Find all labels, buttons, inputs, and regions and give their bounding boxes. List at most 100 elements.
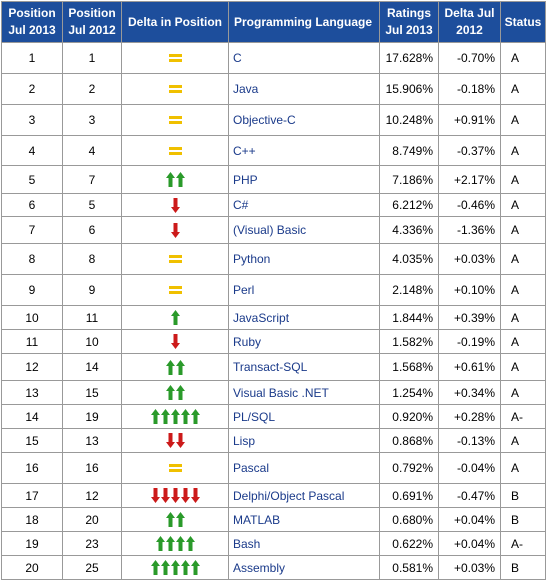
language-link[interactable]: Java	[228, 73, 380, 105]
arrow-down-icon	[170, 334, 180, 350]
status-cell: A	[500, 428, 546, 453]
language-link[interactable]: JavaScript	[228, 305, 380, 330]
header-delta-rating[interactable]: Delta Jul 2012	[438, 1, 501, 43]
delta-position-cell	[121, 216, 229, 244]
language-link[interactable]: Lisp	[228, 428, 380, 453]
arrow-up-icon	[175, 172, 185, 188]
rating-cell: 0.792%	[379, 452, 439, 484]
language-link[interactable]: Bash	[228, 531, 380, 556]
table-row: 7 6 (Visual) Basic 4.336% -1.36% A	[1, 216, 546, 244]
rating-cell: 6.212%	[379, 193, 439, 217]
arrow-down-icon	[180, 488, 190, 504]
language-link[interactable]: C#	[228, 193, 380, 217]
delta-position-cell	[121, 507, 229, 532]
header-position-2013[interactable]: Position Jul 2013	[1, 1, 63, 43]
rating-cell: 15.906%	[379, 73, 439, 105]
language-link[interactable]: Perl	[228, 274, 380, 306]
delta-position-cell	[121, 329, 229, 354]
arrow-down-icon	[170, 197, 180, 213]
pos-2012-cell: 6	[62, 216, 122, 244]
pos-2012-cell: 7	[62, 165, 122, 194]
arrow-up-icon	[160, 560, 170, 576]
delta-rating-cell: +0.04%	[438, 507, 501, 532]
language-link[interactable]: (Visual) Basic	[228, 216, 380, 244]
rating-cell: 7.186%	[379, 165, 439, 194]
language-link[interactable]: PHP	[228, 165, 380, 194]
status-cell: A	[500, 274, 546, 306]
arrow-up-icon	[180, 409, 190, 425]
table-row: 18 20 MATLAB 0.680% +0.04% B	[1, 507, 546, 532]
rating-cell: 1.568%	[379, 353, 439, 381]
table-row: 17 12 Delphi/Object Pascal 0.691% -0.47% B	[1, 483, 546, 508]
pos-2012-cell: 8	[62, 243, 122, 275]
table-row: 14 19 PL/SQL 0.920% +0.28% A-	[1, 404, 546, 429]
language-link[interactable]: Delphi/Object Pascal	[228, 483, 380, 508]
rating-cell: 0.581%	[379, 555, 439, 580]
delta-position-cell	[121, 404, 229, 429]
delta-position-cell	[121, 483, 229, 508]
status-cell: B	[500, 555, 546, 580]
language-link[interactable]: Pascal	[228, 452, 380, 484]
table-row: 3 3 Objective-C 10.248% +0.91% A	[1, 104, 546, 136]
delta-rating-cell: -0.13%	[438, 428, 501, 453]
delta-position-cell	[121, 380, 229, 405]
delta-rating-cell: +0.28%	[438, 404, 501, 429]
language-link[interactable]: Ruby	[228, 329, 380, 354]
arrow-up-icon	[160, 409, 170, 425]
equals-icon	[168, 54, 182, 63]
table-row: 5 7 PHP 7.186% +2.17% A	[1, 165, 546, 194]
pos-2012-cell: 1	[62, 42, 122, 74]
arrow-up-icon	[190, 560, 200, 576]
language-link[interactable]: Visual Basic .NET	[228, 380, 380, 405]
pos-2013-cell: 14	[1, 404, 63, 429]
rating-cell: 2.148%	[379, 274, 439, 306]
language-link[interactable]: Python	[228, 243, 380, 275]
delta-position-cell	[121, 165, 229, 194]
arrow-up-icon	[170, 409, 180, 425]
arrow-up-icon	[180, 560, 190, 576]
pos-2012-cell: 23	[62, 531, 122, 556]
language-link[interactable]: PL/SQL	[228, 404, 380, 429]
header-delta-position[interactable]: Delta in Position	[121, 1, 229, 43]
header-position-2012[interactable]: Position Jul 2012	[62, 1, 122, 43]
header-programming-language[interactable]: Programming Language	[228, 1, 380, 43]
pos-2013-cell: 11	[1, 329, 63, 354]
language-link[interactable]: Transact-SQL	[228, 353, 380, 381]
table-row: 1 1 C 17.628% -0.70% A	[1, 42, 546, 74]
arrow-up-icon	[175, 359, 185, 375]
pos-2012-cell: 25	[62, 555, 122, 580]
pos-2013-cell: 1	[1, 42, 63, 74]
language-link[interactable]: C	[228, 42, 380, 74]
pos-2013-cell: 2	[1, 73, 63, 105]
header-ratings[interactable]: Ratings Jul 2013	[379, 1, 439, 43]
language-link[interactable]: Assembly	[228, 555, 380, 580]
pos-2013-cell: 17	[1, 483, 63, 508]
table-body: 1 1 C 17.628% -0.70% A 2 2 Java 15.906% -0.18% A 3 3 O…	[1, 42, 546, 580]
pos-2012-cell: 16	[62, 452, 122, 484]
arrow-up-icon	[165, 172, 175, 188]
delta-rating-cell: -1.36%	[438, 216, 501, 244]
table-row: 2 2 Java 15.906% -0.18% A	[1, 73, 546, 105]
arrow-up-icon	[175, 536, 185, 552]
header-status[interactable]: Status	[500, 1, 546, 43]
arrow-down-icon	[170, 222, 180, 238]
delta-rating-cell: +0.04%	[438, 531, 501, 556]
arrow-up-icon	[170, 560, 180, 576]
language-link[interactable]: MATLAB	[228, 507, 380, 532]
delta-rating-cell: +0.34%	[438, 380, 501, 405]
pos-2012-cell: 3	[62, 104, 122, 136]
pos-2013-cell: 15	[1, 428, 63, 453]
arrow-up-icon	[165, 536, 175, 552]
rating-cell: 0.868%	[379, 428, 439, 453]
table-row: 4 4 C++ 8.749% -0.37% A	[1, 135, 546, 166]
equals-icon	[168, 464, 182, 473]
arrow-down-icon	[190, 488, 200, 504]
language-link[interactable]: Objective-C	[228, 104, 380, 136]
table-row: 13 15 Visual Basic .NET 1.254% +0.34% A	[1, 380, 546, 405]
pos-2013-cell: 3	[1, 104, 63, 136]
pos-2013-cell: 20	[1, 555, 63, 580]
rating-cell: 0.920%	[379, 404, 439, 429]
language-link[interactable]: C++	[228, 135, 380, 166]
pos-2013-cell: 7	[1, 216, 63, 244]
rating-cell: 1.582%	[379, 329, 439, 354]
